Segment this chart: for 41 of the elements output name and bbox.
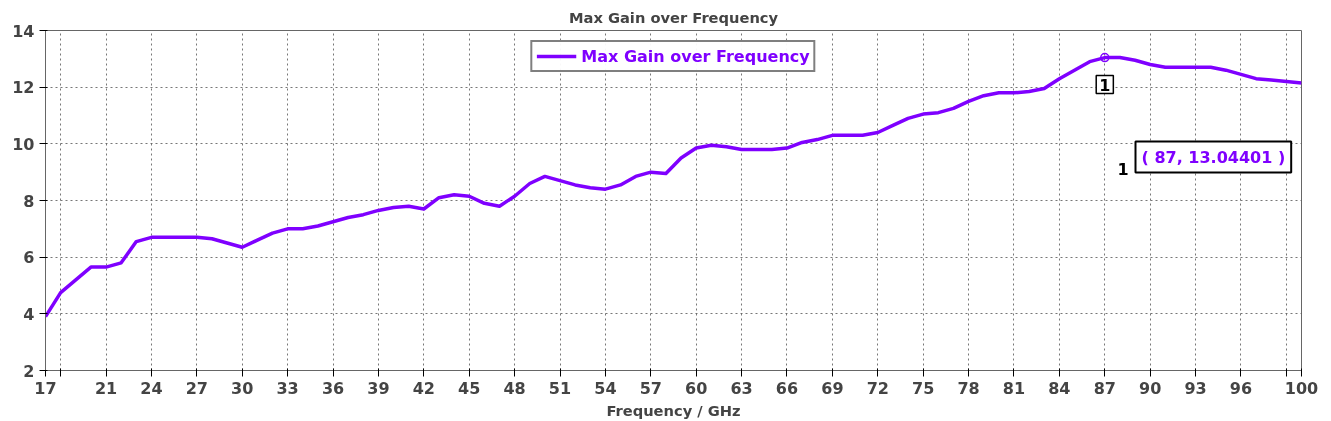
x-tick-label: 60 bbox=[685, 378, 708, 398]
x-tick-label: 17 bbox=[34, 378, 57, 398]
x-tick-label: 51 bbox=[548, 378, 572, 398]
x-tick-label: 87 bbox=[1093, 378, 1116, 398]
x-tick-label: 57 bbox=[639, 378, 662, 398]
x-tick-label: 45 bbox=[458, 378, 481, 398]
x-tick-label: 39 bbox=[367, 378, 390, 398]
y-tick-label: 8 bbox=[23, 191, 35, 211]
x-tick-label: 54 bbox=[594, 378, 617, 398]
x-tick-label: 63 bbox=[730, 378, 753, 398]
annotation: 1 bbox=[1099, 75, 1111, 95]
x-tick-label: 33 bbox=[276, 378, 299, 398]
y-tick-label: 14 bbox=[12, 21, 35, 41]
x-tick-label: 96 bbox=[1229, 378, 1253, 398]
x-tick-label: 24 bbox=[140, 378, 163, 398]
x-tick-label: 84 bbox=[1048, 378, 1071, 398]
annotation: ( 87, 13.04401 ) bbox=[1141, 147, 1286, 167]
x-tick-label: 78 bbox=[957, 378, 980, 398]
y-tick-label: 4 bbox=[23, 304, 35, 324]
x-tick-label: 100 bbox=[1284, 378, 1319, 398]
x-tick-label: 90 bbox=[1139, 378, 1162, 398]
x-tick-label: 72 bbox=[866, 378, 889, 398]
y-tick-label: 10 bbox=[12, 134, 35, 154]
x-tick-label: 48 bbox=[503, 378, 526, 398]
x-tick-label: 81 bbox=[1002, 378, 1026, 398]
legend-label: Max Gain over Frequency bbox=[581, 46, 810, 66]
chart-title: Max Gain over Frequency bbox=[568, 8, 779, 26]
x-tick-label: 36 bbox=[321, 378, 345, 398]
x-tick-label: 69 bbox=[821, 378, 844, 398]
x-tick-label: 75 bbox=[912, 378, 935, 398]
x-tick-label: 27 bbox=[185, 378, 208, 398]
x-tick-label: 66 bbox=[775, 378, 799, 398]
y-tick-label: 2 bbox=[23, 361, 35, 381]
x-tick-label: 93 bbox=[1184, 378, 1207, 398]
x-axis-title: Frequency / GHz bbox=[606, 401, 741, 419]
x-tick-label: 30 bbox=[231, 378, 254, 398]
x-tick-label: 42 bbox=[412, 378, 435, 398]
y-tick-label: 12 bbox=[12, 78, 35, 98]
x-tick-label: 21 bbox=[94, 378, 118, 398]
text: 1 bbox=[1117, 159, 1129, 179]
y-tick-label: 6 bbox=[23, 248, 35, 268]
